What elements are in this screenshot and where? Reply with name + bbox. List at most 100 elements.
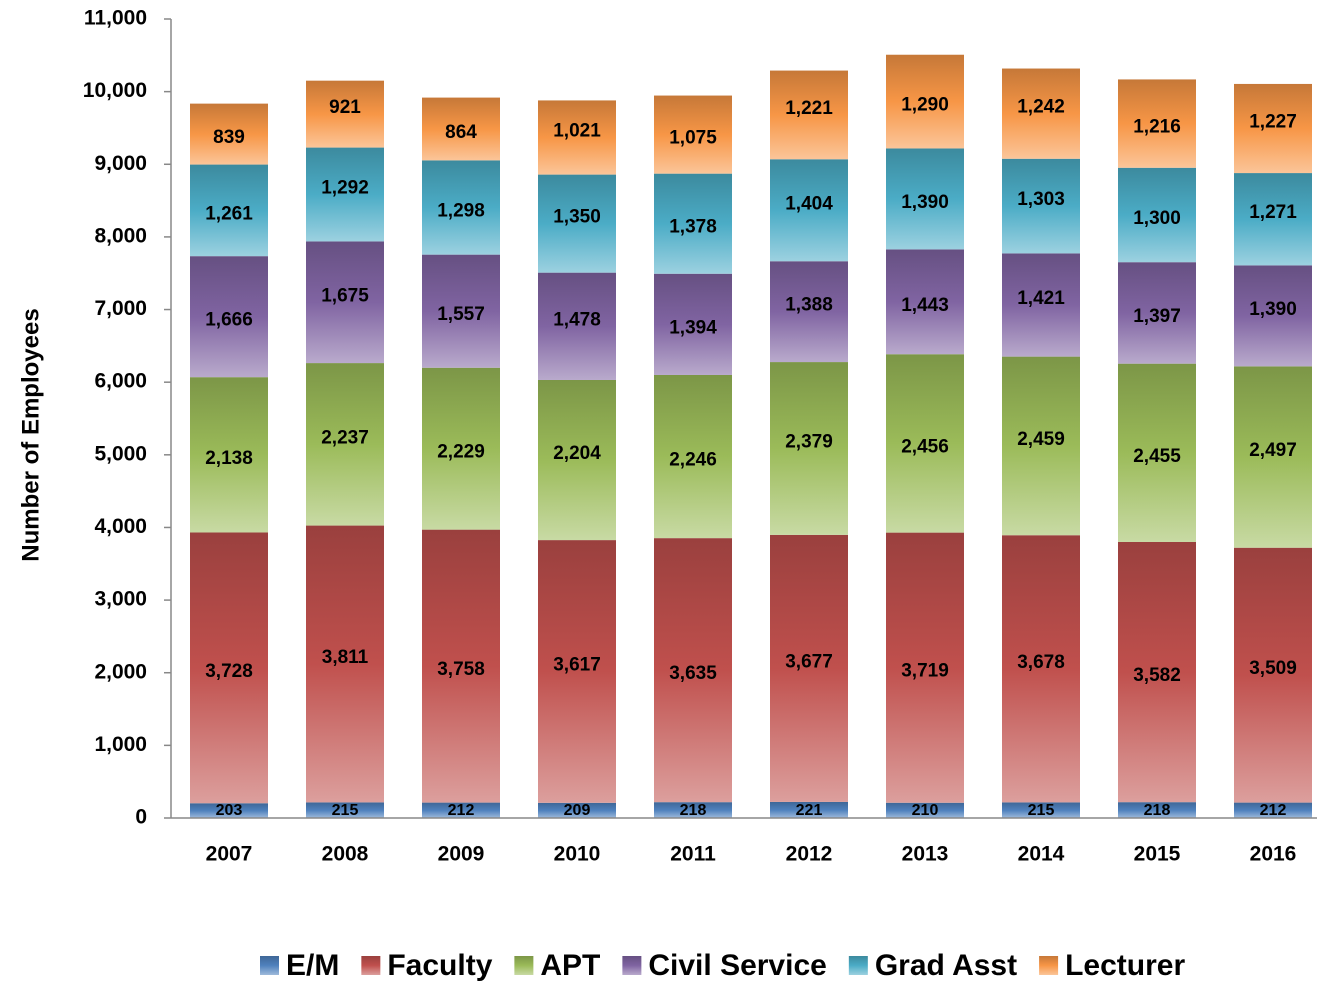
bar-segment (538, 100, 616, 175)
value-label: 1,443 (901, 295, 949, 316)
bar-segment (1118, 802, 1196, 818)
value-label: 864 (445, 122, 477, 143)
value-label: 218 (680, 802, 707, 819)
legend-label: Grad Asst (875, 949, 1017, 982)
value-label: 1,242 (1017, 97, 1065, 118)
value-label: 1,390 (1249, 299, 1297, 320)
bar-segment (1118, 541, 1196, 803)
value-label: 3,758 (437, 659, 485, 680)
value-label: 3,728 (205, 661, 253, 682)
bar-segment (538, 380, 616, 541)
value-label: 1,216 (1133, 117, 1181, 138)
legend-label: E/M (286, 949, 339, 982)
bar-segment (1234, 173, 1312, 266)
bar-segment (1234, 547, 1312, 803)
legend-swatch (361, 956, 381, 975)
value-label: 1,221 (785, 98, 833, 119)
bar-segment (770, 70, 848, 160)
bar-segment (1234, 265, 1312, 367)
bar-segment (886, 802, 964, 818)
bar-segment (886, 354, 964, 533)
bar-segment (886, 532, 964, 803)
value-label: 1,390 (901, 192, 949, 213)
bar-segment (422, 97, 500, 161)
value-label: 1,227 (1249, 112, 1297, 133)
legend-swatch (622, 956, 642, 975)
bar-segment (306, 525, 384, 803)
bar-segment (422, 802, 500, 818)
bar-segment (1234, 83, 1312, 174)
x-tick-label: 2016 (1250, 843, 1297, 866)
x-tick-label: 2012 (786, 843, 833, 866)
value-label: 1,666 (205, 310, 253, 331)
bar-segment (422, 160, 500, 255)
value-label: 212 (448, 802, 475, 819)
value-label: 1,388 (785, 295, 833, 316)
value-label: 1,378 (669, 217, 717, 238)
value-label: 2,237 (321, 427, 369, 448)
value-label: 218 (1144, 802, 1171, 819)
bar-segment (886, 54, 964, 149)
bar-segment (190, 103, 268, 165)
value-label: 203 (216, 802, 243, 819)
y-tick-label: 9,000 (94, 152, 147, 175)
bar-segment (1234, 802, 1312, 818)
value-label: 1,350 (553, 207, 601, 228)
x-tick-label: 2015 (1134, 843, 1181, 866)
value-label: 3,811 (322, 647, 369, 668)
y-tick-label: 0 (135, 806, 147, 829)
bar-segment (1002, 158, 1080, 254)
value-label: 1,397 (1133, 306, 1181, 327)
value-label: 3,719 (901, 661, 949, 682)
value-label: 3,635 (669, 663, 717, 684)
bar-segment (190, 256, 268, 378)
y-tick-label: 5,000 (94, 442, 147, 465)
bar-segment (770, 362, 848, 535)
bar-segment (654, 173, 732, 274)
bar-segment (1002, 253, 1080, 357)
bar-segment (1118, 262, 1196, 364)
value-label: 3,509 (1249, 658, 1297, 679)
value-label: 1,394 (669, 317, 717, 338)
value-label: 1,303 (1017, 189, 1065, 210)
value-label: 2,246 (669, 450, 717, 471)
bar-segment (190, 377, 268, 533)
y-tick-label: 4,000 (94, 515, 147, 538)
bar-segment (190, 803, 268, 818)
legend-swatch (848, 956, 868, 975)
bar-segment (654, 95, 732, 174)
legend-label: Civil Service (648, 949, 826, 982)
legend-label: APT (540, 949, 600, 982)
value-label: 215 (332, 802, 359, 819)
value-label: 1,478 (553, 309, 601, 330)
bar-segment (1002, 802, 1080, 818)
y-tick-label: 10,000 (83, 79, 147, 102)
bar-segment (306, 363, 384, 526)
bar-segment (306, 147, 384, 242)
x-tick-label: 2011 (670, 843, 716, 866)
value-label: 2,138 (205, 448, 253, 469)
bar-segment (190, 164, 268, 257)
legend-label: Faculty (387, 949, 492, 982)
y-tick-label: 2,000 (94, 660, 147, 683)
value-label: 1,675 (321, 285, 369, 306)
bar-segment (538, 540, 616, 803)
x-tick-label: 2009 (438, 843, 485, 866)
value-label: 2,455 (1133, 446, 1181, 467)
bar-segment (306, 241, 384, 364)
bar-segment (538, 802, 616, 818)
value-label: 2,497 (1249, 440, 1297, 461)
value-label: 1,075 (669, 128, 717, 149)
bar-segment (422, 367, 500, 530)
value-label: 1,290 (901, 95, 949, 116)
bar-segment (654, 273, 732, 375)
bar-segment (306, 802, 384, 818)
value-label: 2,456 (901, 436, 949, 457)
x-tick-label: 2007 (206, 843, 253, 866)
value-label: 1,298 (437, 201, 485, 222)
bar-segment (538, 174, 616, 273)
bar-segment (886, 148, 964, 250)
value-label: 3,582 (1133, 665, 1181, 686)
x-tick-label: 2013 (902, 843, 949, 866)
